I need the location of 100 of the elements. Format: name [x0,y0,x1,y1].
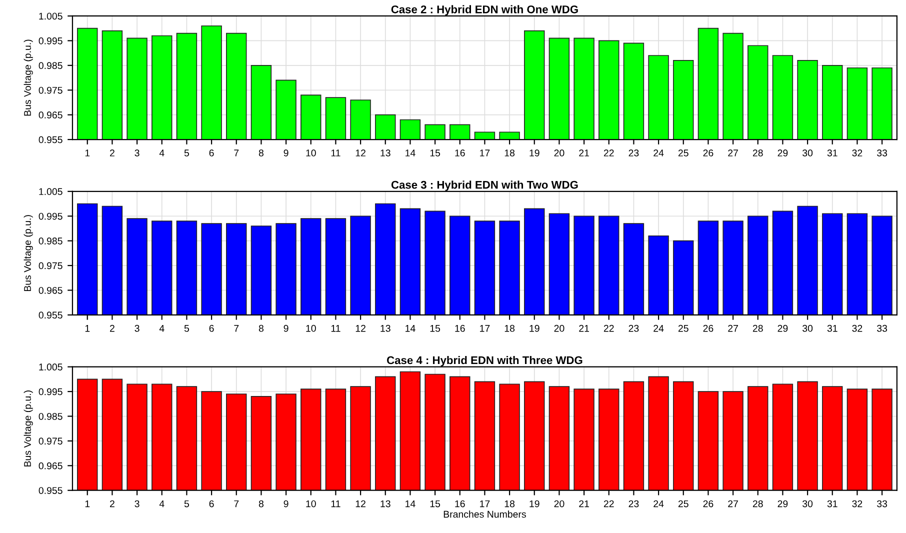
x-tick-label: 12 [356,500,366,508]
x-tick-label: 20 [554,324,564,332]
x-tick-label: 4 [159,500,164,508]
x-tick-label: 23 [628,500,639,508]
x-tick-label: 32 [852,324,862,332]
x-tick-label: 2 [110,500,114,508]
x-tick-label: 12 [356,324,366,332]
y-tick-label: 0.995 [38,388,62,396]
x-tick-label: 3 [134,324,140,332]
x-tick-label: 11 [331,500,340,508]
x-tick-label: 33 [877,150,888,156]
x-tick-label: 26 [703,324,714,332]
x-tick-label: 3 [134,500,140,508]
x-axis-title: Branches Numbers [444,510,526,518]
x-tick-label: 17 [480,325,490,332]
x-tick-label: 8 [258,324,264,332]
x-tick-label: 28 [752,500,763,508]
chart-title: Case 3 : Hybrid EDN with Two WDG [391,180,578,191]
x-tick-label: 26 [703,150,714,156]
x-tick-label: 25 [678,150,688,156]
x-tick-label: 2 [110,150,114,156]
y-tick-label: 0.955 [38,487,62,494]
y-axis-title: Bus Voltage (p.u.) [24,390,33,466]
x-tick-label: 23 [628,150,639,156]
x-tick-label: 20 [554,500,564,508]
x-tick-label: 28 [752,324,763,332]
x-tick-label: 1 [85,500,90,508]
x-tick-label: 22 [604,500,614,508]
x-tick-label: 33 [877,324,888,332]
x-tick-label: 21 [579,150,589,156]
x-tick-label: 19 [530,500,540,508]
x-tick-label: 32 [852,150,862,156]
y-tick-label: 0.975 [38,438,62,445]
x-tick-label: 25 [678,324,688,332]
x-tick-label: 16 [455,324,465,332]
x-tick-label: 27 [728,150,738,156]
y-tick-label: 0.965 [38,286,62,294]
x-tick-label: 17 [480,500,490,508]
x-tick-label: 21 [579,324,589,332]
y-tick-label: 0.995 [38,212,62,220]
y-tick-label: 0.985 [38,238,62,244]
y-tick-label: 1.005 [39,12,62,20]
x-tick-label: 15 [430,325,440,332]
x-tick-label: 18 [504,324,515,332]
x-tick-label: 20 [554,150,564,156]
x-tick-label: 1 [85,325,90,332]
x-tick-label: 25 [678,500,688,508]
x-tick-label: 15 [430,500,440,508]
x-tick-label: 4 [159,325,164,332]
x-tick-label: 14 [406,325,416,332]
y-tick-label: 1.005 [39,364,62,370]
y-tick-label: 0.955 [38,312,62,319]
x-tick-label: 9 [284,150,288,156]
x-tick-label: 16 [455,500,465,508]
x-tick-label: 6 [209,150,214,156]
x-tick-label: 30 [802,324,813,332]
x-tick-label: 17 [480,150,490,156]
x-tick-label: 2 [110,324,114,332]
x-tick-label: 27 [728,324,738,332]
x-tick-label: 29 [778,500,788,508]
x-tick-label: 7 [234,150,239,156]
x-tick-label: 9 [284,500,288,508]
x-tick-label: 14 [406,150,416,156]
x-tick-label: 3 [134,150,140,156]
y-tick-label: 0.965 [38,462,62,470]
y-tick-label: 0.975 [38,86,62,94]
x-tick-label: 5 [184,325,190,332]
x-tick-label: 8 [258,150,264,156]
x-tick-label: 31 [827,150,838,156]
x-tick-label: 24 [654,150,664,156]
x-tick-label: 30 [802,500,813,508]
x-tick-label: 29 [778,324,788,332]
x-tick-label: 19 [530,324,540,332]
x-tick-label: 5 [184,150,190,156]
x-tick-label: 7 [234,500,239,508]
x-tick-label: 26 [703,500,714,508]
x-tick-label: 6 [209,324,214,332]
x-tick-label: 21 [579,500,589,508]
x-tick-label: 10 [306,150,316,156]
x-tick-label: 11 [331,325,340,332]
x-tick-label: 18 [504,150,515,156]
x-tick-label: 14 [406,500,416,508]
x-tick-label: 27 [728,500,738,508]
x-tick-label: 15 [430,150,440,156]
y-tick-label: 0.995 [38,37,62,44]
x-tick-label: 24 [654,324,664,332]
x-tick-label: 7 [234,325,239,332]
x-tick-label: 4 [159,150,164,156]
y-tick-label: 1.005 [39,188,62,196]
x-tick-label: 30 [802,150,813,156]
x-tick-label: 5 [184,500,190,508]
x-tick-label: 11 [331,150,340,156]
x-tick-label: 13 [380,324,390,332]
y-tick-label: 0.985 [38,412,62,420]
y-axis-title: Bus Voltage (p.u.) [24,40,33,116]
x-tick-label: 24 [654,500,664,508]
chart-title: Case 2 : Hybrid EDN with One WDG [391,5,578,16]
x-tick-label: 33 [877,500,888,508]
x-tick-label: 13 [380,500,390,508]
x-tick-label: 29 [778,150,788,156]
